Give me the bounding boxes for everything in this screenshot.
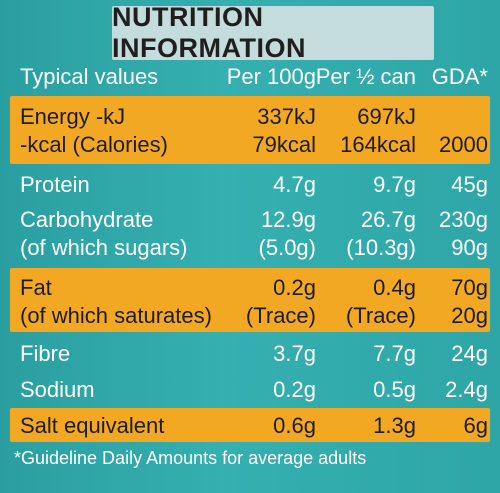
carbohydrate-perhalf: 26.7g xyxy=(360,207,416,232)
energy-band xyxy=(10,96,490,164)
header-typical-values: Typical values xyxy=(20,64,159,89)
protein-per100: 4.7g xyxy=(273,172,316,197)
header-gda: GDA* xyxy=(431,64,488,89)
protein-perhalf: 9.7g xyxy=(373,172,416,197)
protein-gda: 45g xyxy=(451,172,488,197)
saturates-label: (of which saturates) xyxy=(20,303,212,328)
energy-kcal-gda: 2000 xyxy=(439,132,488,157)
fibre-label: Fibre xyxy=(20,341,71,366)
saturates-per100: (Trace) xyxy=(245,303,316,328)
fibre-per100: 3.7g xyxy=(273,341,316,366)
fibre-gda: 24g xyxy=(451,341,488,366)
energy-kj-label: Energy -kJ xyxy=(20,104,126,129)
header-per-100g: Per 100g xyxy=(226,64,316,89)
sodium-label: Sodium xyxy=(20,377,95,402)
carbohydrate-per100: 12.9g xyxy=(260,207,316,232)
saturates-perhalf: (Trace) xyxy=(345,303,416,328)
sugars-label: (of which sugars) xyxy=(20,235,188,260)
sugars-gda: 90g xyxy=(451,235,488,260)
carbohydrate-label: Carbohydrate xyxy=(20,207,154,232)
footnote: *Guideline Daily Amounts for average adu… xyxy=(14,448,367,468)
header-per-half-can: Per ½ can xyxy=(315,64,416,89)
protein-label: Protein xyxy=(20,172,90,197)
energy-kcal-per100: 79kcal xyxy=(252,132,316,157)
fat-band xyxy=(10,268,490,332)
fat-label: Fat xyxy=(20,275,52,300)
salt-label: Salt equivalent xyxy=(20,413,165,438)
energy-kcal-label: -kcal (Calories) xyxy=(20,132,168,157)
sugars-per100: (5.0g) xyxy=(258,235,316,260)
fibre-perhalf: 7.7g xyxy=(373,341,416,366)
salt-per100: 0.6g xyxy=(273,413,316,438)
energy-kcal-perhalf: 164kcal xyxy=(340,132,416,157)
energy-kj-perhalf: 697kJ xyxy=(357,104,416,129)
fat-per100: 0.2g xyxy=(273,275,316,300)
saturates-gda: 20g xyxy=(451,303,488,328)
table-title: NUTRITION INFORMATION xyxy=(112,2,306,63)
sodium-perhalf: 0.5g xyxy=(373,377,416,402)
sugars-perhalf: (10.3g) xyxy=(346,235,416,260)
sodium-gda: 2.4g xyxy=(445,377,488,402)
salt-gda: 6g xyxy=(463,413,488,438)
salt-perhalf: 1.3g xyxy=(373,413,416,438)
energy-kj-per100: 337kJ xyxy=(257,104,316,129)
title-bar: NUTRITION INFORMATION xyxy=(112,2,434,63)
salt-band xyxy=(10,408,490,442)
fat-perhalf: 0.4g xyxy=(373,275,416,300)
carbohydrate-gda: 230g xyxy=(439,207,488,232)
sodium-per100: 0.2g xyxy=(273,377,316,402)
fat-gda: 70g xyxy=(451,275,488,300)
